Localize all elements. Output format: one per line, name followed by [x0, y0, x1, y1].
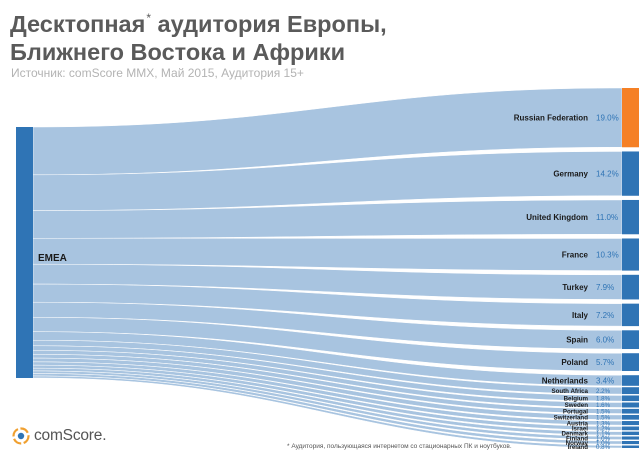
flows [32, 87, 623, 449]
value-label: 1.5% [596, 408, 611, 415]
value-label: 6.0% [596, 336, 614, 345]
value-label: 5.7% [596, 358, 614, 367]
country-label: Israel [572, 426, 588, 433]
comscore-logo: comScore. [12, 427, 107, 445]
flow-turkey [32, 263, 623, 300]
country-label: Belgium [564, 396, 589, 403]
chart-subtitle: Источник: comScore MMX, Май 2015, Аудито… [11, 66, 304, 80]
value-label: 2.2% [596, 388, 611, 395]
country-label: Poland [561, 358, 588, 367]
target-bar-poland [622, 353, 639, 372]
target-bar-ireland [622, 445, 639, 448]
value-label: 1.8% [596, 396, 611, 403]
flow-netherlands [32, 331, 623, 387]
country-label: United Kingdom [526, 213, 588, 222]
value-label: 1.1% [596, 431, 611, 438]
flow-united-kingdom [32, 199, 623, 239]
title-part2: аудитория Европы, [151, 11, 387, 37]
title-asterisk: * [146, 11, 152, 25]
source-bar [16, 127, 33, 378]
target-bar-norway [622, 440, 639, 445]
target-bar-denmark [622, 431, 639, 436]
target-bars [622, 88, 639, 448]
target-bar-south-africa [622, 387, 639, 395]
target-bar-turkey [622, 274, 639, 300]
value-label: 19.0% [596, 114, 619, 123]
country-label: Turkey [562, 283, 588, 292]
flow-russian-federation [32, 87, 623, 176]
value-label: 10.3% [596, 250, 619, 259]
country-label: Ireland [568, 444, 589, 451]
flow-poland [32, 317, 623, 372]
target-bar-italy [622, 303, 639, 327]
country-label: Austria [567, 420, 589, 427]
target-bar-netherlands [622, 375, 639, 386]
flow-germany [32, 151, 623, 211]
value-label: 11.0% [596, 213, 618, 222]
target-bar-sweden [622, 402, 639, 408]
title-part1: Десктопная [10, 11, 146, 37]
country-label: Switzerland [554, 415, 589, 422]
country-label: Finland [566, 435, 588, 442]
country-label: Denmark [562, 431, 589, 438]
source-label: EMEA [38, 253, 67, 264]
target-bar-belgium [622, 395, 639, 402]
target-bar-finland [622, 436, 639, 440]
target-bar-united-kingdom [622, 199, 639, 235]
flow-norway [32, 373, 623, 445]
target-bar-portugal [622, 408, 639, 414]
country-label: Netherlands [542, 376, 589, 385]
value-label: 1.0% [596, 435, 611, 442]
chart-title: Десктопная* аудитория Европы, Ближнего Во… [10, 4, 570, 66]
country-label: Spain [566, 336, 588, 345]
target-bar-switzerland [622, 414, 639, 420]
target-bar-germany [622, 151, 639, 196]
country-label: France [562, 250, 589, 259]
value-label: 1.3% [596, 420, 611, 427]
logo-text: comScore. [34, 427, 107, 444]
country-label: Norway [566, 440, 589, 447]
flow-denmark [32, 367, 623, 436]
title-line2: Ближнего Востока и Африки [10, 39, 346, 65]
country-label: Portugal [563, 408, 588, 415]
target-bar-france [622, 238, 639, 271]
country-label: South Africa [551, 388, 588, 395]
value-label: 7.9% [596, 283, 614, 292]
target-bar-spain [622, 330, 639, 350]
target-bar-israel [622, 426, 639, 431]
labels: Russian Federation 19.0% Germany 14.2% Unite… [514, 114, 619, 451]
value-label: 0.8% [596, 444, 611, 451]
target-bar-russian-federation [622, 88, 639, 148]
country-label: Sweden [565, 402, 589, 409]
country-label: Italy [572, 311, 589, 320]
value-label: 1.6% [596, 402, 611, 409]
footnote: * Аудитория, пользующаяся интернетом со … [287, 443, 512, 450]
country-label: Germany [553, 169, 588, 178]
value-label: 1.2% [596, 426, 611, 433]
value-label: 3.4% [596, 376, 614, 385]
value-label: 1.0% [596, 440, 611, 447]
value-label: 14.2% [596, 169, 619, 178]
value-label: 1.5% [596, 415, 611, 422]
target-bar-austria [622, 421, 639, 426]
comscore-logo-icon [12, 427, 30, 445]
value-label: 7.2% [596, 311, 614, 320]
country-label: Russian Federation [514, 114, 588, 123]
